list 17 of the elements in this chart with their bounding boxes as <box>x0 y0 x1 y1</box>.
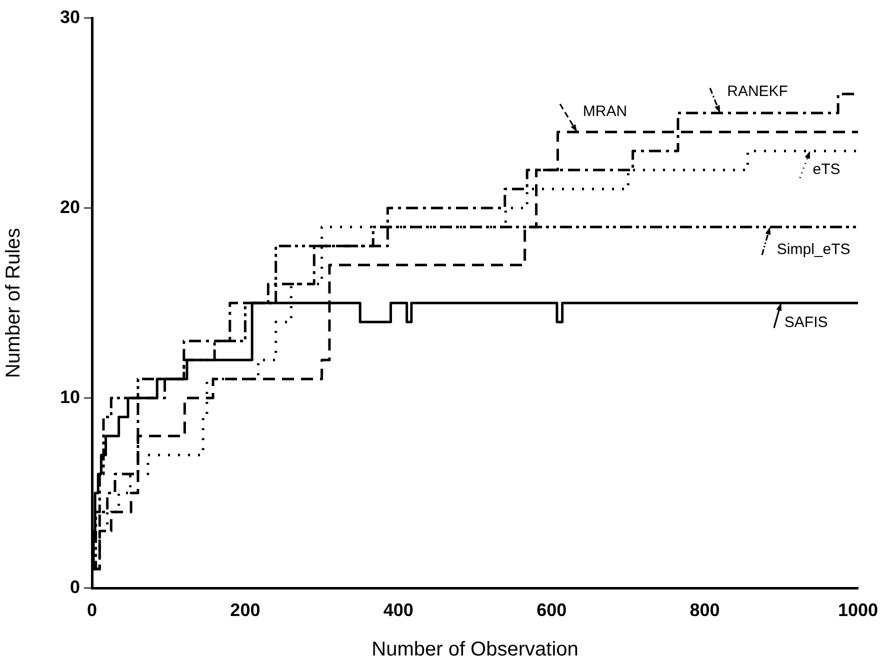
y-tick-label: 20 <box>60 196 80 217</box>
legend-label: eTS <box>812 161 840 178</box>
legend-label: MRAN <box>582 103 628 120</box>
x-axis-title: Number of Observation <box>372 638 578 661</box>
x-tick-label: 400 <box>383 600 414 620</box>
y-tick-label: 30 <box>60 6 80 27</box>
x-tick-label: 1000 <box>838 600 878 620</box>
y-axis-title: Number of Rules <box>2 228 25 378</box>
y-tick-label: 10 <box>60 386 80 407</box>
legend-label: SAFIS <box>784 314 828 332</box>
x-tick-label: 600 <box>536 600 567 620</box>
x-tick-label: 200 <box>230 600 260 620</box>
y-tick-label: 0 <box>70 576 80 597</box>
x-tick-label: 0 <box>86 600 98 620</box>
legend-label: RANEKF <box>727 83 788 100</box>
x-tick-label: 800 <box>690 600 720 620</box>
legend-label: Simpl_eTS <box>776 241 850 258</box>
